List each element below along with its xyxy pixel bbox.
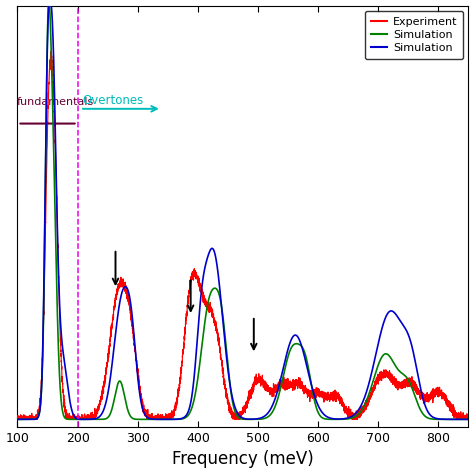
Text: Overtones: Overtones: [82, 94, 144, 107]
Legend: Experiment, Simulation, Simulation: Experiment, Simulation, Simulation: [365, 11, 463, 59]
Text: fundamentals: fundamentals: [16, 97, 93, 107]
X-axis label: Frequency (meV): Frequency (meV): [172, 450, 314, 468]
